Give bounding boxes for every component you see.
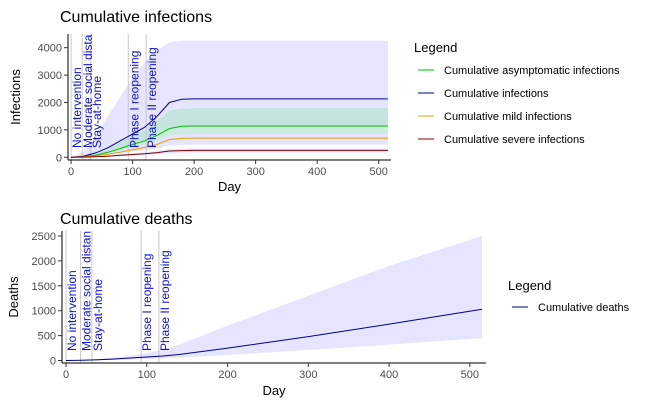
legend-label: Cumulative severe infections	[444, 134, 585, 146]
x-tick-label: 500	[461, 369, 479, 381]
legend-label: Cumulative infections	[444, 88, 549, 100]
x-tick-label: 500	[370, 166, 388, 178]
x-tick-label: 200	[218, 369, 236, 381]
y-tick-label: 2000	[38, 97, 62, 109]
y-tick-label: 1000	[32, 306, 56, 318]
x-tick-label: 300	[299, 369, 317, 381]
y-tick-label: 0	[56, 152, 62, 164]
y-tick-label: 1500	[32, 281, 56, 293]
annotation-label: Phase I reopening	[140, 254, 154, 351]
y-tick-label: 2500	[32, 231, 56, 243]
series-line-3	[71, 149, 388, 158]
annotation-label: Moderate social distancing	[80, 209, 94, 351]
y-tick-label: 0	[50, 356, 56, 368]
x-tick-label: 200	[185, 166, 203, 178]
legend-label: Cumulative mild infections	[444, 111, 572, 123]
chart-title: Cumulative deaths	[60, 211, 193, 228]
annotation-label: Moderate social distancing	[81, 6, 95, 148]
legend: Legend Cumulative deaths	[508, 278, 630, 314]
x-tick-label: 300	[246, 166, 264, 178]
annotation-label: Phase I reopening	[127, 51, 141, 148]
annotation-label: Phase II reopening	[145, 47, 159, 148]
series-line-0	[65, 308, 483, 361]
x-tick-label: 0	[68, 166, 74, 178]
y-tick-label: 2000	[32, 256, 56, 268]
annotation-label: Stay-at-home	[91, 279, 105, 351]
y-tick-label: 500	[38, 331, 56, 343]
y-tick-label: 4000	[38, 43, 62, 55]
y-axis-title: Infections	[8, 69, 23, 125]
x-axis-title: Day	[218, 179, 242, 194]
x-tick-label: 400	[380, 369, 398, 381]
legend-label: Cumulative deaths	[538, 302, 630, 314]
band-0	[66, 236, 482, 361]
y-tick-label: 1000	[38, 125, 62, 137]
legend-title: Legend	[414, 40, 457, 55]
series-line-2	[71, 137, 388, 158]
x-tick-label: 100	[123, 166, 141, 178]
series-line-1	[71, 98, 388, 158]
x-tick-label: 400	[308, 166, 326, 178]
y-tick-label: 3000	[38, 70, 62, 82]
series-line-0	[71, 125, 388, 158]
x-tick-label: 100	[138, 369, 156, 381]
legend-title: Legend	[508, 278, 551, 293]
chart-title: Cumulative infections	[60, 9, 212, 26]
annotation-label: No intervention	[70, 67, 84, 148]
x-tick-label: 0	[63, 369, 69, 381]
legend-label: Cumulative asymptomatic infections	[444, 65, 620, 77]
band-2	[71, 134, 388, 158]
annotation-label: Stay-at-home	[90, 76, 104, 148]
annotation-label: No intervention	[65, 270, 79, 351]
legend: Legend Cumulative asymptomatic infections…	[414, 40, 620, 146]
annotation-label: Phase II reopening	[158, 250, 172, 351]
y-axis-title: Deaths	[6, 276, 21, 318]
x-axis-title: Day	[262, 383, 286, 398]
